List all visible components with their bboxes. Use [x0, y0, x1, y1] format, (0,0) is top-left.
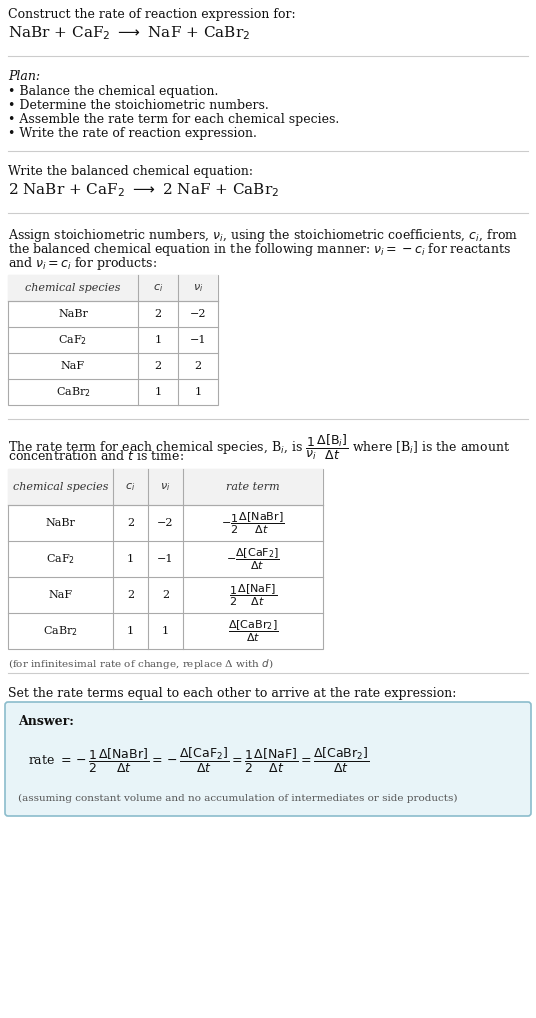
- Text: $-\dfrac{1}{2}\dfrac{\Delta[\mathrm{NaBr}]}{\Delta t}$: $-\dfrac{1}{2}\dfrac{\Delta[\mathrm{NaBr…: [221, 510, 285, 535]
- Text: rate term: rate term: [226, 482, 280, 492]
- Text: 2: 2: [162, 590, 169, 600]
- Text: Construct the rate of reaction expression for:: Construct the rate of reaction expressio…: [8, 8, 296, 21]
- Bar: [8, 275, 218, 301]
- Text: • Determine the stoichiometric numbers.: • Determine the stoichiometric numbers.: [8, 99, 269, 112]
- Text: 2: 2: [154, 361, 161, 371]
- Text: 2: 2: [127, 590, 134, 600]
- Text: NaF: NaF: [48, 590, 72, 600]
- Text: $c_i$: $c_i$: [125, 482, 136, 493]
- Text: the balanced chemical equation in the following manner: $\nu_i = -c_i$ for react: the balanced chemical equation in the fo…: [8, 241, 511, 258]
- Text: 1: 1: [154, 335, 161, 345]
- Text: 1: 1: [154, 387, 161, 397]
- Text: $c_i$: $c_i$: [153, 282, 163, 294]
- Text: 2: 2: [127, 518, 134, 528]
- Text: Answer:: Answer:: [18, 715, 74, 728]
- Text: $-\dfrac{\Delta[\mathrm{CaF}_2]}{\Delta t}$: $-\dfrac{\Delta[\mathrm{CaF}_2]}{\Delta …: [226, 547, 280, 572]
- Text: 2: 2: [195, 361, 202, 371]
- Text: $\dfrac{\Delta[\mathrm{CaBr}_2]}{\Delta t}$: $\dfrac{\Delta[\mathrm{CaBr}_2]}{\Delta …: [228, 618, 278, 643]
- Text: CaF$_2$: CaF$_2$: [46, 552, 75, 566]
- Text: 2: 2: [154, 309, 161, 319]
- Text: −1: −1: [190, 335, 206, 345]
- Text: concentration and $t$ is time:: concentration and $t$ is time:: [8, 449, 184, 463]
- Text: −2: −2: [157, 518, 174, 528]
- Text: (assuming constant volume and no accumulation of intermediates or side products): (assuming constant volume and no accumul…: [18, 794, 458, 803]
- Bar: [8, 469, 323, 505]
- Text: (for infinitesimal rate of change, replace Δ with $d$): (for infinitesimal rate of change, repla…: [8, 657, 273, 671]
- Text: $\nu_i$: $\nu_i$: [160, 482, 170, 493]
- Text: Plan:: Plan:: [8, 70, 40, 83]
- Text: Assign stoichiometric numbers, $\nu_i$, using the stoichiometric coefficients, $: Assign stoichiometric numbers, $\nu_i$, …: [8, 227, 518, 244]
- Text: $\nu_i$: $\nu_i$: [193, 282, 203, 294]
- Text: −2: −2: [190, 309, 206, 319]
- Bar: [8, 469, 323, 649]
- Text: 1: 1: [127, 626, 134, 636]
- Text: $\dfrac{1}{2}\dfrac{\Delta[\mathrm{NaF}]}{\Delta t}$: $\dfrac{1}{2}\dfrac{\Delta[\mathrm{NaF}]…: [229, 582, 277, 608]
- Text: CaBr$_2$: CaBr$_2$: [43, 624, 78, 638]
- Text: NaBr + CaF$_2$ $\longrightarrow$ NaF + CaBr$_2$: NaBr + CaF$_2$ $\longrightarrow$ NaF + C…: [8, 24, 250, 42]
- Text: 1: 1: [195, 387, 202, 397]
- Text: NaBr: NaBr: [58, 309, 88, 319]
- Text: • Assemble the rate term for each chemical species.: • Assemble the rate term for each chemic…: [8, 113, 339, 126]
- Text: CaF$_2$: CaF$_2$: [58, 333, 87, 347]
- Text: 2 NaBr + CaF$_2$ $\longrightarrow$ 2 NaF + CaBr$_2$: 2 NaBr + CaF$_2$ $\longrightarrow$ 2 NaF…: [8, 181, 279, 199]
- Text: chemical species: chemical species: [13, 482, 108, 492]
- Text: chemical species: chemical species: [25, 283, 121, 293]
- Text: Write the balanced chemical equation:: Write the balanced chemical equation:: [8, 165, 253, 178]
- Text: • Write the rate of reaction expression.: • Write the rate of reaction expression.: [8, 127, 257, 140]
- Text: The rate term for each chemical species, B$_i$, is $\dfrac{1}{\nu_i}\dfrac{\Delt: The rate term for each chemical species,…: [8, 433, 510, 462]
- Text: rate $= -\dfrac{1}{2}\dfrac{\Delta[\mathrm{NaBr}]}{\Delta t} = -\dfrac{\Delta[\m: rate $= -\dfrac{1}{2}\dfrac{\Delta[\math…: [28, 745, 369, 775]
- Text: and $\nu_i = c_i$ for products:: and $\nu_i = c_i$ for products:: [8, 254, 157, 272]
- Text: −1: −1: [157, 554, 174, 564]
- Text: 1: 1: [127, 554, 134, 564]
- Text: • Balance the chemical equation.: • Balance the chemical equation.: [8, 84, 218, 98]
- Text: Set the rate terms equal to each other to arrive at the rate expression:: Set the rate terms equal to each other t…: [8, 687, 456, 700]
- Bar: [8, 275, 218, 405]
- Text: NaBr: NaBr: [46, 518, 76, 528]
- FancyBboxPatch shape: [5, 702, 531, 816]
- Text: 1: 1: [162, 626, 169, 636]
- Text: NaF: NaF: [61, 361, 85, 371]
- Text: CaBr$_2$: CaBr$_2$: [56, 385, 91, 399]
